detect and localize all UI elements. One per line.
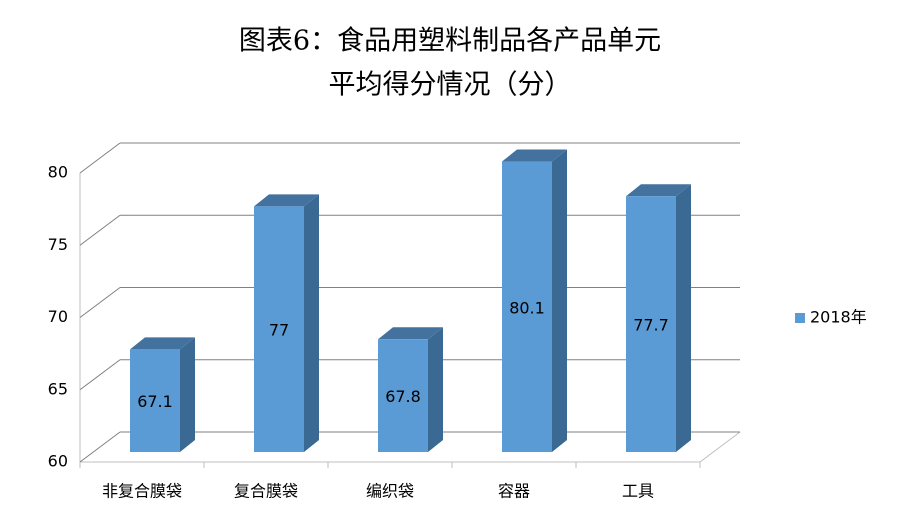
x-tick-label: 容器 [498,482,530,501]
bar-top [626,184,691,197]
bar-side [428,327,443,452]
bar-top [130,337,195,350]
y-tick-label: 75 [48,235,68,254]
y-tick-label: 80 [48,163,68,182]
data-label: 77 [269,321,289,340]
bar-side [552,149,567,452]
grid-line [79,214,121,246]
bar-side [304,194,319,452]
grid-line [79,431,121,463]
bar-top [502,149,567,162]
axis-line [699,431,741,463]
bar [130,349,180,452]
data-label: 80.1 [509,298,545,317]
grid-line [79,287,121,318]
y-tick-label: 70 [48,307,68,326]
legend-label: 2018年 [810,308,867,327]
x-tick-label: 编织袋 [366,482,414,501]
data-label: 77.7 [633,316,669,335]
bar-top [254,194,319,207]
data-label: 67.8 [385,387,421,406]
bar-side [180,337,195,452]
bar [502,161,552,452]
bar-top [378,327,443,340]
x-tick-label: 非复合膜袋 [102,482,182,501]
bar-side [676,184,691,453]
legend-swatch [795,313,805,323]
chart-title: 图表6：食品用塑料制品各产品单元 [239,26,661,57]
x-tick-label: 复合膜袋 [234,482,298,501]
y-tick-label: 60 [48,452,68,471]
bar [378,339,428,452]
grid-line [79,359,121,391]
data-label: 67.1 [137,392,173,411]
y-tick-label: 65 [48,379,68,398]
bar [626,196,676,452]
chart-title: 平均得分情况（分） [329,70,572,101]
grid-line [79,142,121,174]
x-tick-label: 工具 [622,482,654,501]
bar [254,206,304,452]
